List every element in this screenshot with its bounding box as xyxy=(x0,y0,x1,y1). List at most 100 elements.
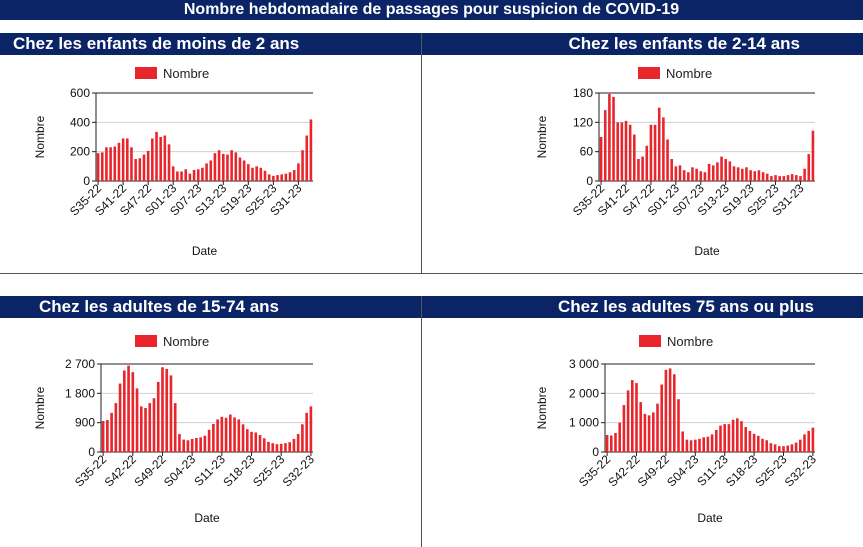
bar xyxy=(628,124,632,181)
bar xyxy=(263,170,267,181)
bar xyxy=(670,159,673,181)
x-axis-label: Date xyxy=(194,511,220,525)
bar xyxy=(305,412,308,452)
bar xyxy=(165,368,169,452)
bar xyxy=(254,432,258,452)
bar xyxy=(142,154,146,181)
bar xyxy=(271,443,275,452)
bar xyxy=(727,424,731,452)
bar xyxy=(706,436,710,452)
bar xyxy=(224,417,228,452)
y-tick-label: 600 xyxy=(70,86,90,100)
bar xyxy=(662,117,665,181)
bar xyxy=(297,163,300,181)
bar xyxy=(280,174,283,181)
bar xyxy=(114,403,118,452)
bar xyxy=(171,166,175,181)
bar xyxy=(267,174,271,181)
bar xyxy=(127,365,130,452)
y-tick-label: 120 xyxy=(573,115,593,129)
x-tick-label: S32-23 xyxy=(782,452,819,489)
bar xyxy=(769,443,773,452)
bar xyxy=(279,443,283,452)
bar xyxy=(163,135,167,181)
chart-under-2: Nombre0200400600S35-22S41-22S47-22S01-23… xyxy=(33,66,313,258)
bar xyxy=(233,417,236,452)
bar xyxy=(685,439,689,452)
bar xyxy=(176,171,179,181)
bar xyxy=(782,176,786,181)
y-tick-label: 1 800 xyxy=(65,386,95,400)
bar xyxy=(656,403,659,452)
bar xyxy=(152,398,156,452)
bar xyxy=(301,150,304,181)
bar xyxy=(169,375,173,452)
bar xyxy=(803,434,806,452)
bar xyxy=(242,160,246,181)
x-tick-label: S25-23 xyxy=(250,452,287,489)
bar xyxy=(786,175,790,181)
bar xyxy=(216,419,219,452)
bar xyxy=(660,384,663,452)
bar xyxy=(624,120,628,181)
bar xyxy=(121,138,125,181)
bar xyxy=(195,437,198,452)
x-tick-label: S04-23 xyxy=(161,452,198,489)
bar xyxy=(156,381,160,452)
y-tick-label: 3 000 xyxy=(569,357,599,371)
bar xyxy=(612,96,615,181)
bar xyxy=(694,439,697,452)
y-tick-label: 200 xyxy=(70,145,90,159)
bar xyxy=(724,159,727,181)
bar xyxy=(144,408,147,452)
bar xyxy=(748,430,752,452)
bar xyxy=(117,142,121,181)
bar xyxy=(159,137,162,181)
bar xyxy=(753,171,757,181)
y-axis-label: Nombre xyxy=(33,115,47,158)
bar xyxy=(641,156,644,181)
bar xyxy=(184,169,188,181)
chart-2-14: Nombre060120180S35-22S41-22S47-22S01-23S… xyxy=(535,66,815,258)
bar xyxy=(622,405,626,452)
bar xyxy=(691,167,694,181)
bar xyxy=(790,444,794,452)
bar xyxy=(217,150,221,181)
bar xyxy=(752,433,756,452)
bar xyxy=(770,176,773,181)
bar xyxy=(720,156,723,181)
bar xyxy=(288,442,291,452)
bar xyxy=(130,147,133,181)
bar xyxy=(226,154,229,181)
bar xyxy=(761,172,765,181)
x-tick-label: S49-22 xyxy=(635,452,672,489)
bar xyxy=(139,406,143,452)
bar xyxy=(118,383,122,452)
bar xyxy=(616,122,619,181)
bar xyxy=(689,440,693,452)
panel-title-75-plus: Chez les adultes 75 ans ou plus xyxy=(422,296,863,318)
bar xyxy=(296,434,300,452)
bar xyxy=(238,157,242,181)
bar xyxy=(106,420,109,452)
y-tick-label: 2 700 xyxy=(65,357,95,371)
bar xyxy=(608,93,611,181)
legend-label: Nombre xyxy=(666,66,712,81)
bar xyxy=(305,135,309,181)
legend-label: Nombre xyxy=(163,334,209,349)
y-axis-label: Nombre xyxy=(535,115,549,158)
bar xyxy=(138,158,142,181)
bar xyxy=(605,434,609,452)
bar xyxy=(773,444,777,452)
bar xyxy=(309,119,313,181)
bar xyxy=(151,138,154,181)
bar xyxy=(167,144,171,181)
bar xyxy=(782,446,785,452)
bar xyxy=(190,438,194,452)
bar xyxy=(614,432,617,452)
vertical-divider-top xyxy=(421,33,422,273)
bar xyxy=(123,370,126,452)
bar xyxy=(647,415,651,452)
x-tick-label: S25-23 xyxy=(752,452,789,489)
bar xyxy=(794,442,798,452)
